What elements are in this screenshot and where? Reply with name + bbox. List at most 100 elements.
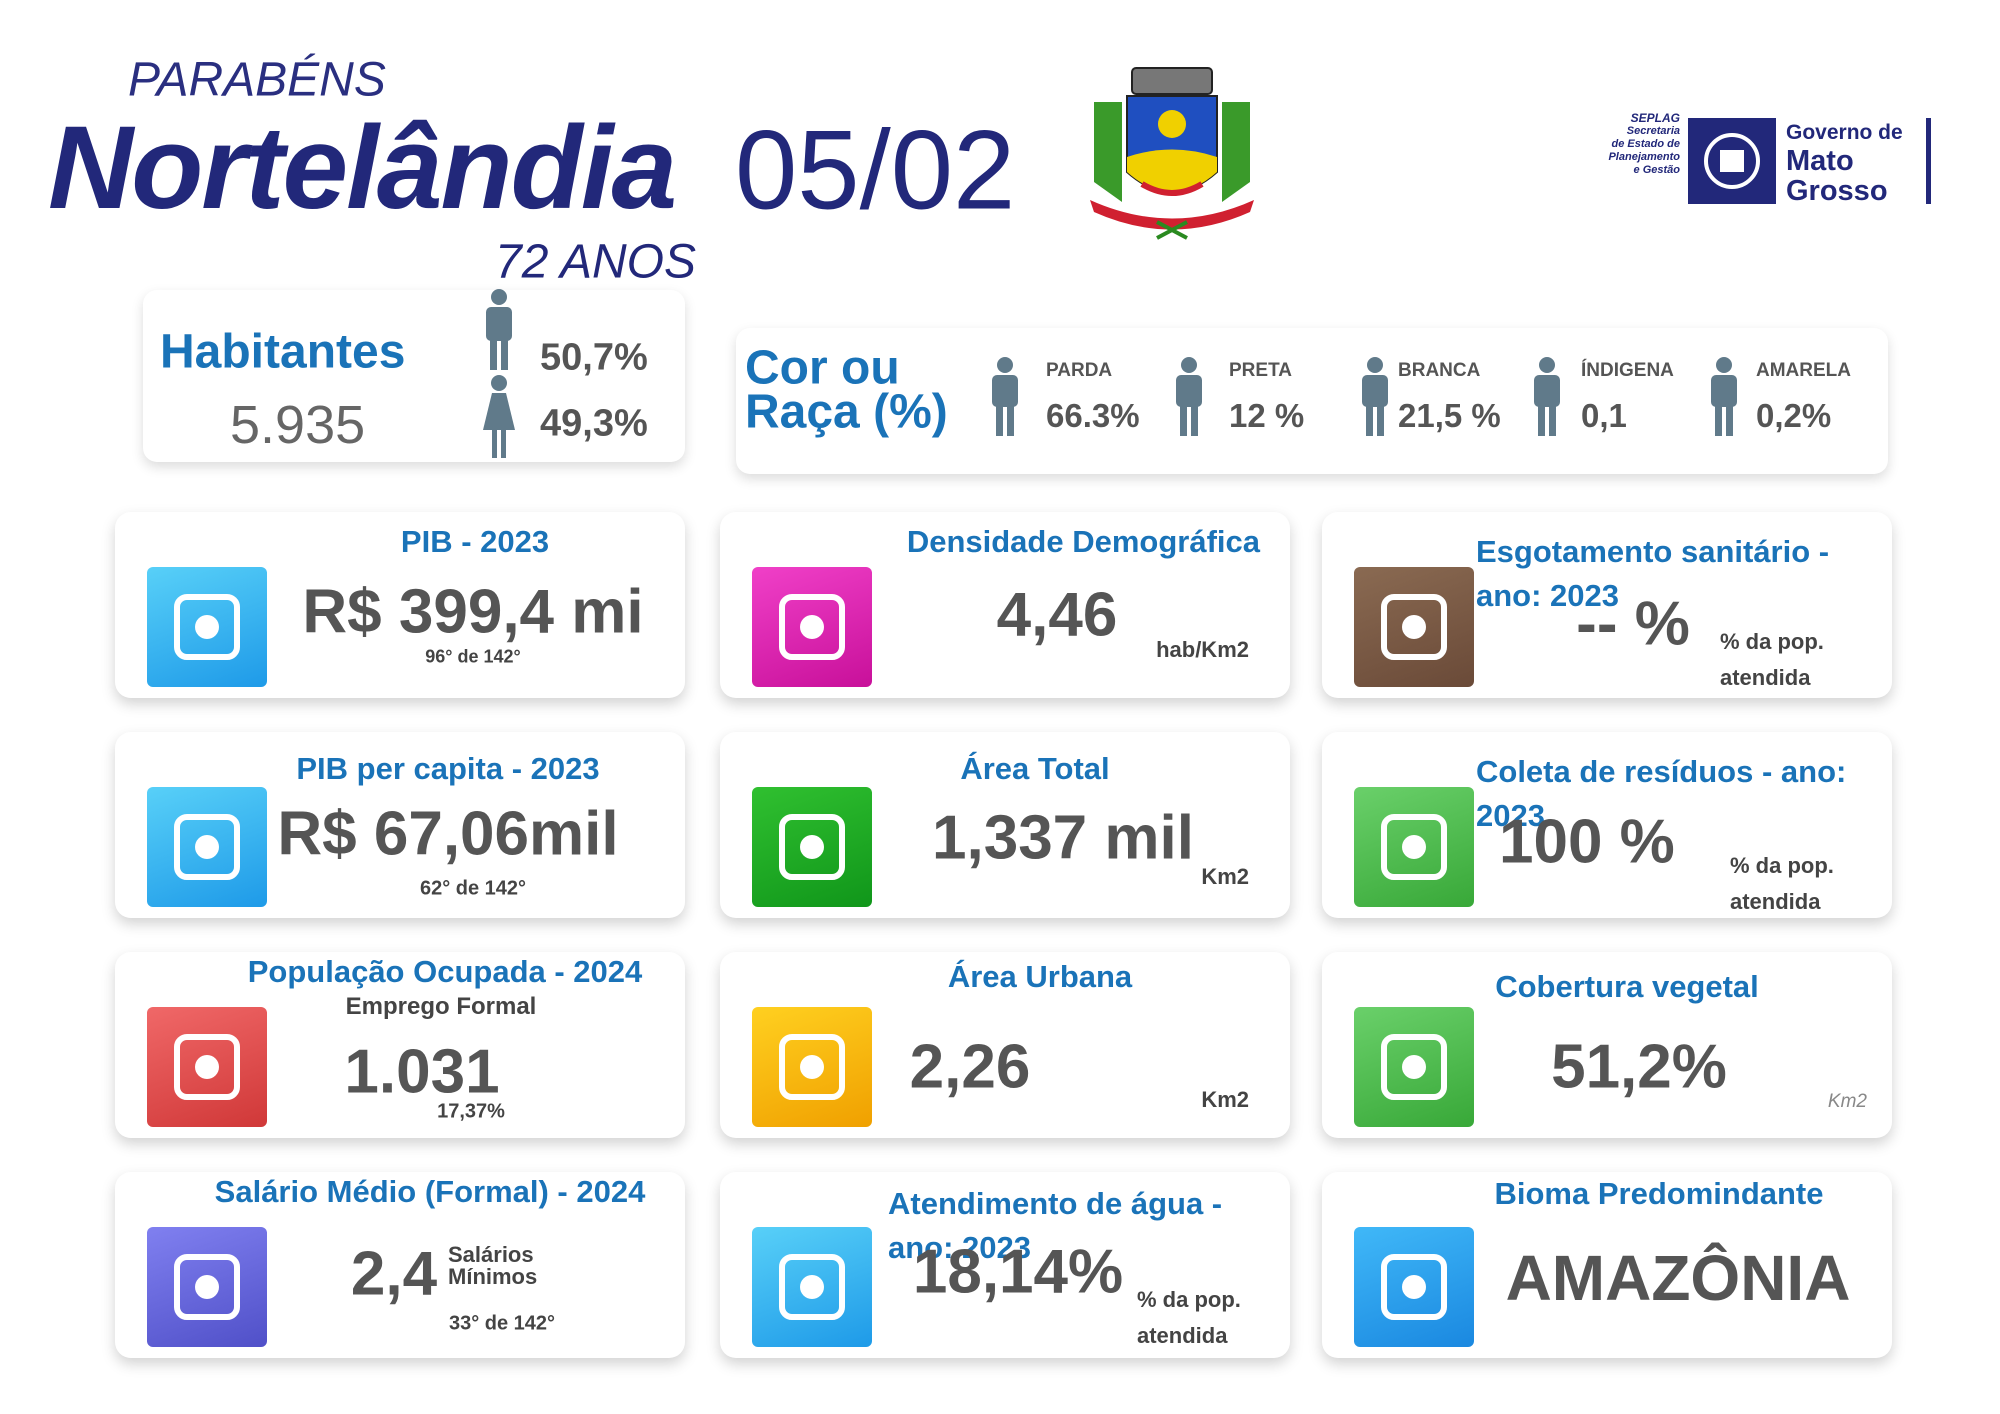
- gov-line: Mato: [1786, 145, 1854, 177]
- logo-bar: [1926, 118, 1931, 204]
- card-icon: [147, 1007, 267, 1127]
- card-value: R$ 399,4 mi: [302, 577, 644, 647]
- population-panel: [143, 290, 685, 462]
- card-unit: Salários Mínimos: [448, 1242, 538, 1289]
- race-name: ÍNDIGENA: [1581, 360, 1674, 381]
- date: 05/02: [735, 107, 1016, 233]
- person-icon: [1530, 356, 1564, 441]
- card-title: Bioma Predomindante: [1494, 1176, 1824, 1211]
- population-label: Habitantes: [160, 325, 406, 379]
- card-value: -- %: [1576, 589, 1690, 659]
- card-title: Coleta de resíduos - ano: 2023: [1476, 754, 1847, 833]
- race-title: Cor ou: [745, 341, 900, 395]
- race-name: PRETA: [1229, 360, 1292, 381]
- card-title: População Ocupada - 2024: [247, 954, 643, 989]
- card-unit: Km2: [1827, 1091, 1867, 1112]
- card: Salário Médio (Formal) - 2024 2,4 Salários…: [115, 1172, 685, 1358]
- card-title: Salário Médio (Formal) - 2024: [214, 1174, 646, 1209]
- race-value: 21,5 %: [1398, 397, 1501, 434]
- race-panel: [736, 328, 1888, 474]
- card-note: 96° de 142°: [425, 646, 521, 667]
- card-unit: Km2: [1201, 864, 1249, 889]
- card-title: Área Total: [960, 751, 1110, 786]
- card-icon: [1354, 787, 1474, 907]
- card: Cobertura vegetal 51,2% Km2: [1322, 952, 1892, 1138]
- race-value: 0,1: [1581, 397, 1627, 434]
- card-icon: [1354, 567, 1474, 687]
- card-note: 33° de 142°: [448, 1312, 556, 1335]
- card-value: 2,26: [909, 1032, 1031, 1102]
- gov-emblem-art: [1704, 133, 1760, 189]
- card: PIB per capita - 2023 R$ 67,06mil 62° de 1…: [115, 732, 685, 918]
- card-note: 62° de 142°: [419, 877, 527, 900]
- card: Área Total 1,337 mil Km2: [720, 732, 1290, 918]
- card-note: % da pop. atendida: [1720, 629, 1824, 690]
- seplag-line: SEPLAG: [1630, 111, 1680, 125]
- card-icon: [752, 1007, 872, 1127]
- card: Esgotamento sanitário - ano: 2023 -- % % d…: [1322, 512, 1892, 698]
- gov-emblem: [1688, 118, 1776, 204]
- card-value: 2,4: [350, 1239, 438, 1309]
- race-name: BRANCA: [1398, 360, 1481, 381]
- card-value: 100 %: [1499, 807, 1675, 877]
- card-title: Densidade Demográfica: [906, 524, 1260, 559]
- card: População Ocupada - 2024 Emprego Formal 1.…: [115, 952, 685, 1138]
- card-icon: [1354, 1227, 1474, 1347]
- card-value: AMAZÔNIA: [1505, 1242, 1851, 1314]
- card-unit: Km2: [1201, 1087, 1249, 1112]
- card-value: 51,2%: [1551, 1032, 1727, 1102]
- seplag-line: Secretaria: [1626, 125, 1680, 137]
- card-value: 1,337 mil: [932, 803, 1194, 873]
- card-unit: hab/Km2: [1156, 637, 1249, 662]
- card: PIB - 2023 R$ 399,4 mi 96° de 142°: [115, 512, 685, 698]
- card-icon: [752, 787, 872, 907]
- card-icon: [147, 567, 267, 687]
- greeting: PARABÉNS: [128, 53, 386, 107]
- card-title: Esgotamento sanitário - ano: 2023: [1476, 534, 1830, 613]
- person-icon: [988, 356, 1022, 441]
- person-icon: [1358, 356, 1392, 441]
- card-icon: [1354, 1007, 1474, 1127]
- card: Coleta de resíduos - ano: 2023 100 % % da …: [1322, 732, 1892, 918]
- card-title: Atendimento de água - ano: 2023: [888, 1186, 1223, 1265]
- card-value: R$ 67,06mil: [277, 799, 619, 869]
- race-name: AMARELA: [1756, 360, 1851, 381]
- card: Bioma Predomindante AMAZÔNIA: [1322, 1172, 1892, 1358]
- card-title: Área Urbana: [947, 959, 1133, 994]
- gov-line: Governo de: [1786, 121, 1903, 144]
- gov-logo: Governo de Mato Grosso: [1786, 120, 1903, 206]
- race-value: 0,2%: [1756, 397, 1832, 434]
- card: Atendimento de água - ano: 2023 18,14%% d…: [720, 1172, 1290, 1358]
- card-note: 17,37%: [437, 1100, 505, 1123]
- age: 72 ANOS: [495, 235, 696, 289]
- person-icon: [1172, 356, 1206, 441]
- race-value: 12 %: [1229, 397, 1305, 434]
- seplag-line: de Estado de: [1611, 138, 1680, 150]
- card-icon: [147, 787, 267, 907]
- male-share: 50,7%: [540, 336, 648, 379]
- seplag-line: e Gestão: [1633, 164, 1680, 176]
- card-icon: [752, 567, 872, 687]
- person-icon: [1707, 356, 1741, 441]
- city-name: Nortelândia: [48, 102, 677, 234]
- card-title: PIB per capita - 2023: [296, 751, 600, 786]
- card-note: % da pop. atendida: [1730, 853, 1834, 914]
- card-value: 1.031: [344, 1037, 500, 1107]
- card-subtitle: Emprego Formal: [345, 993, 537, 1020]
- seplag-line: Planejamento: [1608, 151, 1680, 163]
- card-icon: [147, 1227, 267, 1347]
- card-title: Cobertura vegetal: [1495, 969, 1759, 1004]
- card-note: % da pop. atendida: [1137, 1287, 1241, 1348]
- coat-of-arms: [1090, 67, 1254, 240]
- male-icon: [486, 289, 512, 370]
- female-share: 49,3%: [540, 402, 648, 445]
- population-value: 5.935: [230, 395, 366, 455]
- card: Densidade Demográfica 4,46 hab/Km2: [720, 512, 1290, 698]
- female-icon: [483, 375, 515, 458]
- gov-line: Grosso: [1786, 175, 1888, 207]
- race-title: Raça (%): [745, 385, 948, 439]
- card-title: PIB - 2023: [400, 524, 550, 559]
- card-value: 4,46: [996, 580, 1118, 650]
- race-value: 66.3%: [1046, 397, 1140, 434]
